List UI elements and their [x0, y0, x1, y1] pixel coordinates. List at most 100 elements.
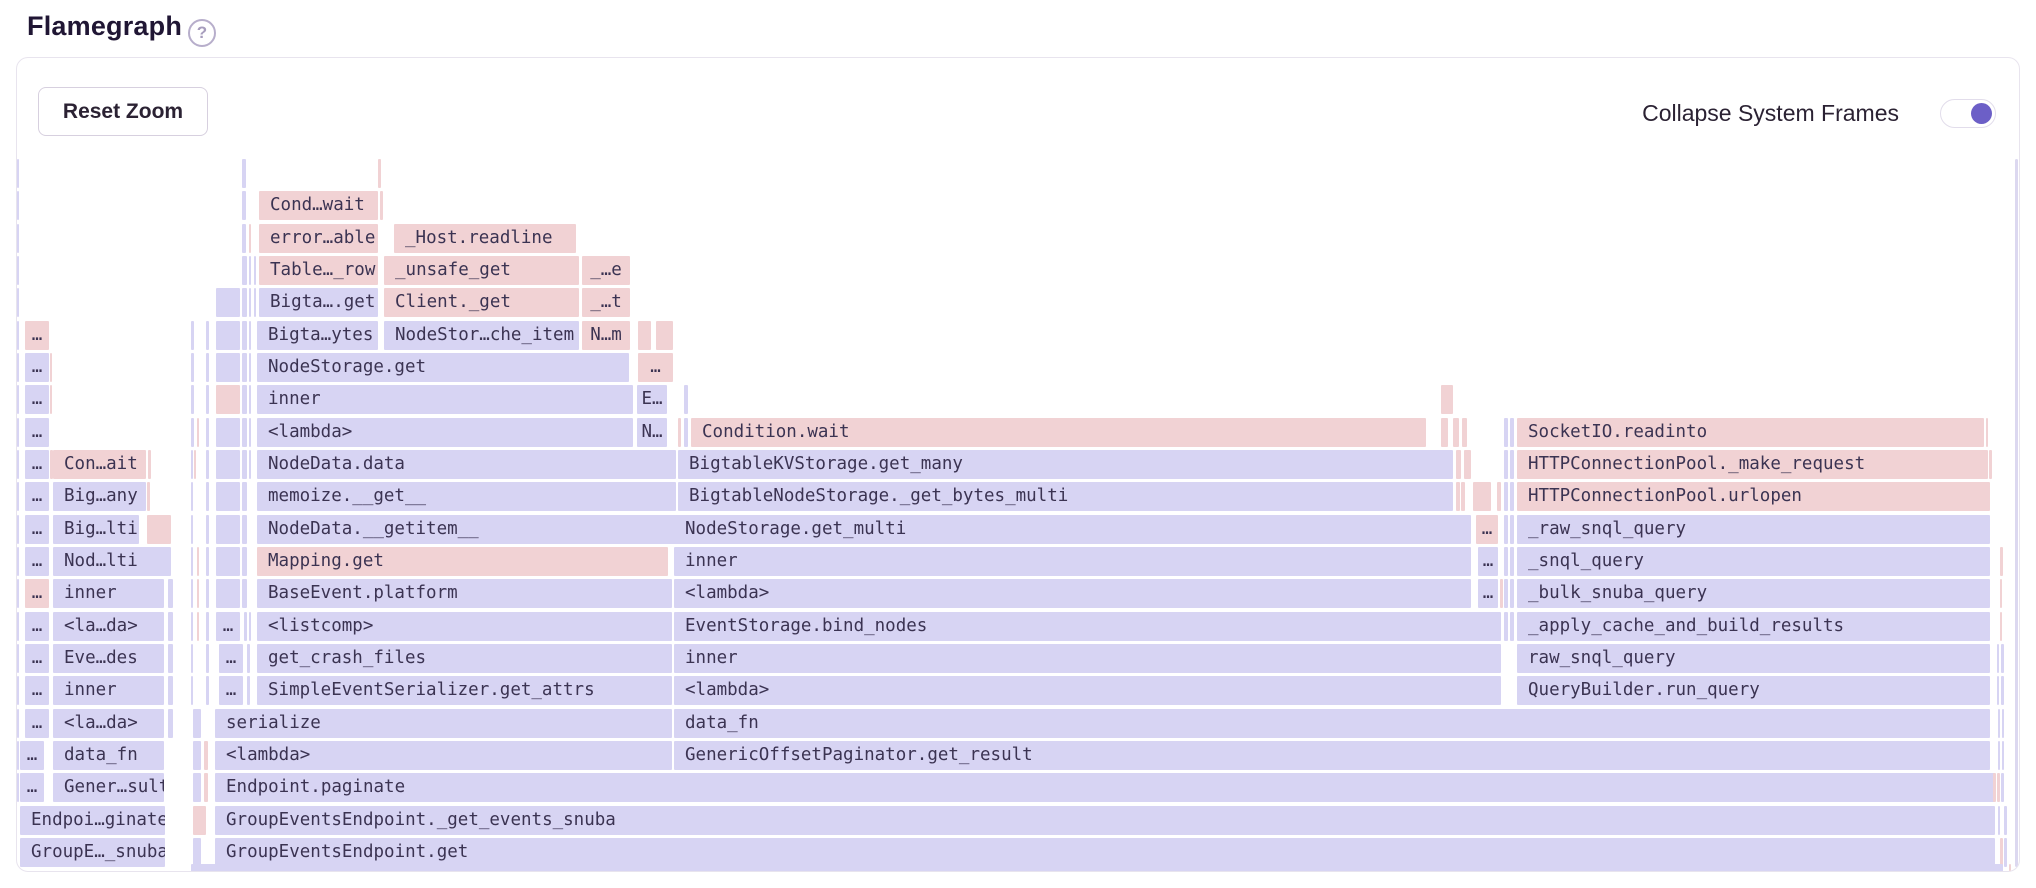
- flame-frame[interactable]: …: [25, 676, 49, 705]
- flame-frame[interactable]: [194, 450, 196, 479]
- flame-frame[interactable]: Bigta….get: [259, 288, 378, 317]
- flame-frame[interactable]: [2004, 806, 2007, 835]
- flame-frame[interactable]: [2001, 644, 2004, 673]
- flame-frame[interactable]: …: [638, 353, 673, 382]
- flame-frame[interactable]: [638, 321, 651, 350]
- flame-frame[interactable]: _…e: [582, 256, 630, 285]
- flame-frame[interactable]: [216, 385, 240, 414]
- flame-frame[interactable]: [684, 385, 688, 414]
- flame-frame[interactable]: [17, 450, 19, 479]
- flame-frame[interactable]: [2000, 612, 2002, 641]
- flame-frame[interactable]: [206, 482, 209, 511]
- flame-frame[interactable]: <la…da>: [53, 709, 164, 738]
- flame-frame[interactable]: [678, 418, 681, 447]
- flame-frame[interactable]: [1456, 450, 1461, 479]
- flame-frame[interactable]: N…m: [582, 321, 630, 350]
- flame-frame[interactable]: [242, 418, 247, 447]
- flame-frame[interactable]: [1500, 579, 1503, 608]
- flame-frame[interactable]: [147, 482, 150, 511]
- flame-frame[interactable]: …: [1478, 579, 1498, 608]
- flame-frame[interactable]: [206, 418, 209, 447]
- flame-frame[interactable]: Eve…des: [53, 644, 164, 673]
- flame-frame[interactable]: [1510, 450, 1514, 479]
- flame-frame[interactable]: …: [219, 644, 243, 673]
- flame-frame[interactable]: [2002, 709, 2004, 738]
- flame-frame[interactable]: …: [25, 515, 49, 544]
- flame-frame[interactable]: GenericOffsetPaginator.get_result: [674, 741, 1990, 770]
- flame-frame[interactable]: [1997, 644, 1999, 673]
- flame-frame[interactable]: memoize.__get__: [257, 482, 676, 511]
- flame-frame[interactable]: [2002, 741, 2004, 770]
- flame-frame[interactable]: [50, 450, 53, 479]
- flame-frame[interactable]: serialize: [215, 709, 672, 738]
- flame-frame[interactable]: [249, 288, 251, 317]
- flame-frame[interactable]: [216, 547, 240, 576]
- flame-frame[interactable]: [168, 579, 173, 608]
- flame-frame[interactable]: [216, 450, 240, 479]
- flame-frame[interactable]: N…: [637, 418, 667, 447]
- flame-frame[interactable]: [1997, 773, 2000, 802]
- flame-frame[interactable]: [1453, 418, 1459, 447]
- flame-frame[interactable]: [242, 224, 246, 253]
- flame-frame[interactable]: [1497, 482, 1501, 511]
- flame-frame[interactable]: [193, 709, 201, 738]
- flame-frame[interactable]: [17, 612, 19, 641]
- flame-frame[interactable]: QueryBuilder.run_query: [1517, 676, 1990, 705]
- flame-frame[interactable]: [17, 224, 19, 253]
- flame-frame[interactable]: Client._get: [384, 288, 579, 317]
- flame-frame[interactable]: [193, 806, 206, 835]
- flame-frame[interactable]: [1504, 579, 1508, 608]
- flame-frame[interactable]: [249, 418, 251, 447]
- flame-frame[interactable]: BigtableNodeStorage._get_bytes_multi: [678, 482, 1453, 511]
- flame-frame[interactable]: _unsafe_get: [384, 256, 579, 285]
- flame-frame[interactable]: [1997, 676, 1999, 705]
- flame-frame[interactable]: [1473, 482, 1491, 511]
- flame-frame[interactable]: [17, 644, 19, 673]
- flame-frame[interactable]: Mapping.get: [257, 547, 668, 576]
- flame-frame[interactable]: [1462, 418, 1467, 447]
- flame-frame[interactable]: [1998, 709, 2000, 738]
- flame-frame[interactable]: [1504, 612, 1508, 641]
- flame-frame[interactable]: [247, 644, 250, 673]
- flame-frame[interactable]: [168, 644, 173, 673]
- flame-frame[interactable]: [1998, 806, 2000, 835]
- flame-frame[interactable]: [206, 321, 209, 350]
- flame-frame[interactable]: [1504, 515, 1508, 544]
- flame-frame[interactable]: [17, 418, 19, 447]
- flame-frame[interactable]: …: [25, 547, 49, 576]
- flame-frame[interactable]: Con…ait: [53, 450, 146, 479]
- flame-frame[interactable]: BigtableKVStorage.get_many: [678, 450, 1453, 479]
- flame-frame[interactable]: …: [1476, 515, 1498, 544]
- flame-frame[interactable]: [242, 547, 247, 576]
- flame-frame[interactable]: [1510, 418, 1514, 447]
- flame-frame[interactable]: [242, 191, 246, 220]
- flame-frame[interactable]: _bulk_snuba_query: [1517, 579, 1990, 608]
- flame-frame[interactable]: [2004, 838, 2007, 867]
- flame-frame[interactable]: [216, 515, 240, 544]
- flame-frame[interactable]: [206, 515, 209, 544]
- flame-frame[interactable]: [206, 547, 209, 576]
- flame-frame[interactable]: Gener…sult: [53, 773, 164, 802]
- flame-frame[interactable]: [17, 482, 19, 511]
- flame-frame[interactable]: …: [25, 450, 49, 479]
- flame-frame[interactable]: _Host.readline: [394, 224, 576, 253]
- flame-frame[interactable]: [17, 773, 19, 802]
- flame-frame[interactable]: <lambda>: [674, 676, 1501, 705]
- flame-frame[interactable]: [17, 159, 19, 188]
- flame-frame[interactable]: [50, 353, 52, 382]
- flame-frame[interactable]: …: [25, 321, 49, 350]
- flame-frame[interactable]: [242, 256, 247, 285]
- flame-frame[interactable]: [206, 612, 209, 641]
- flame-frame[interactable]: …: [216, 612, 240, 641]
- collapse-system-frames-toggle[interactable]: [1940, 99, 1996, 128]
- flame-frame[interactable]: [2000, 838, 2003, 867]
- flame-frame[interactable]: [191, 482, 193, 511]
- flame-frame[interactable]: error…able: [259, 224, 378, 253]
- flame-frame[interactable]: NodeStor…che_item: [384, 321, 579, 350]
- flame-frame[interactable]: …: [25, 418, 49, 447]
- flame-frame[interactable]: <lambda>: [674, 579, 1471, 608]
- flame-frame[interactable]: [191, 612, 193, 641]
- flame-frame[interactable]: <la…da>: [53, 612, 164, 641]
- flame-frame[interactable]: [249, 321, 251, 350]
- flame-frame[interactable]: inner: [257, 385, 633, 414]
